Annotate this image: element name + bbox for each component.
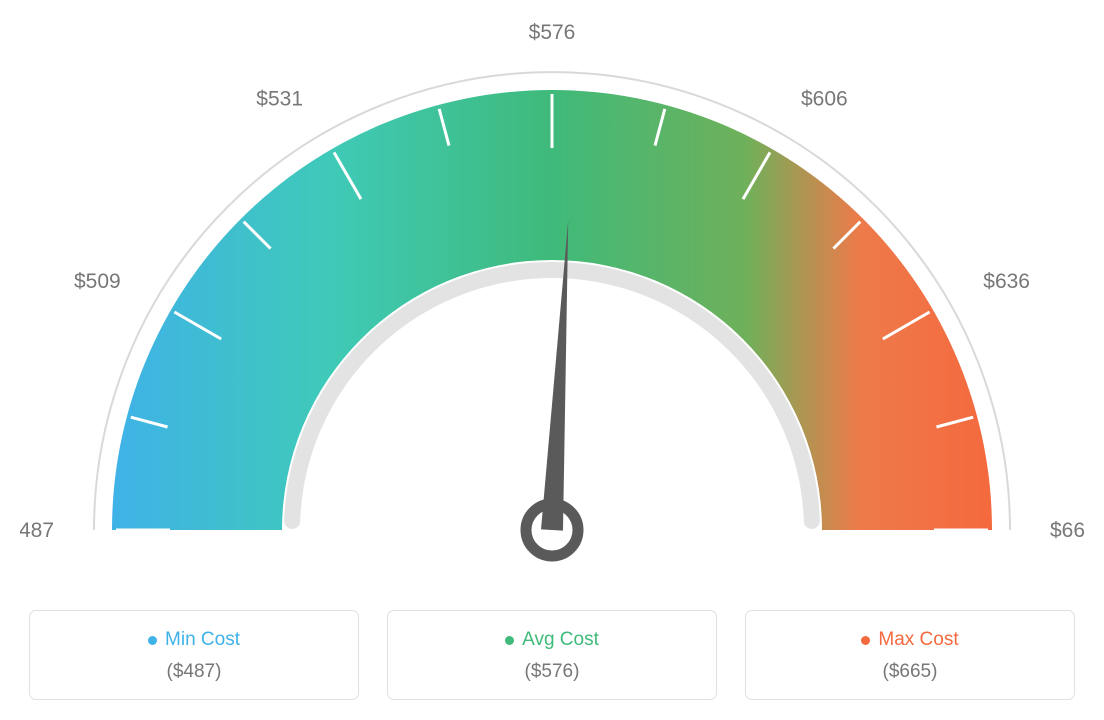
svg-text:$531: $531 — [256, 88, 303, 111]
legend-text: Min Cost — [165, 629, 240, 651]
legend-card-max: Max Cost ($665) — [745, 610, 1075, 700]
dot-icon — [505, 636, 514, 645]
svg-text:$509: $509 — [74, 270, 121, 293]
legend-row: Min Cost ($487) Avg Cost ($576) Max Cost… — [20, 610, 1084, 700]
legend-text: Max Cost — [878, 629, 958, 651]
legend-text: Avg Cost — [522, 629, 599, 651]
legend-value-avg: ($576) — [398, 661, 706, 683]
legend-label-avg: Avg Cost — [505, 629, 599, 651]
legend-label-max: Max Cost — [861, 629, 958, 651]
legend-card-avg: Avg Cost ($576) — [387, 610, 717, 700]
gauge-svg: $487 $509 $531 $576 $606 $636 $665 — [20, 20, 1084, 580]
legend-card-min: Min Cost ($487) — [29, 610, 359, 700]
svg-text:$665: $665 — [1050, 519, 1084, 542]
svg-text:$636: $636 — [983, 270, 1030, 293]
dot-icon — [148, 636, 157, 645]
legend-value-min: ($487) — [40, 661, 348, 683]
cost-gauge-chart: $487 $509 $531 $576 $606 $636 $665 Min Cost ($… — [20, 20, 1084, 700]
dot-icon — [861, 636, 870, 645]
legend-label-min: Min Cost — [148, 629, 240, 651]
svg-text:$606: $606 — [801, 88, 848, 111]
legend-value-max: ($665) — [756, 661, 1064, 683]
svg-text:$576: $576 — [529, 21, 576, 44]
svg-text:$487: $487 — [20, 519, 54, 542]
